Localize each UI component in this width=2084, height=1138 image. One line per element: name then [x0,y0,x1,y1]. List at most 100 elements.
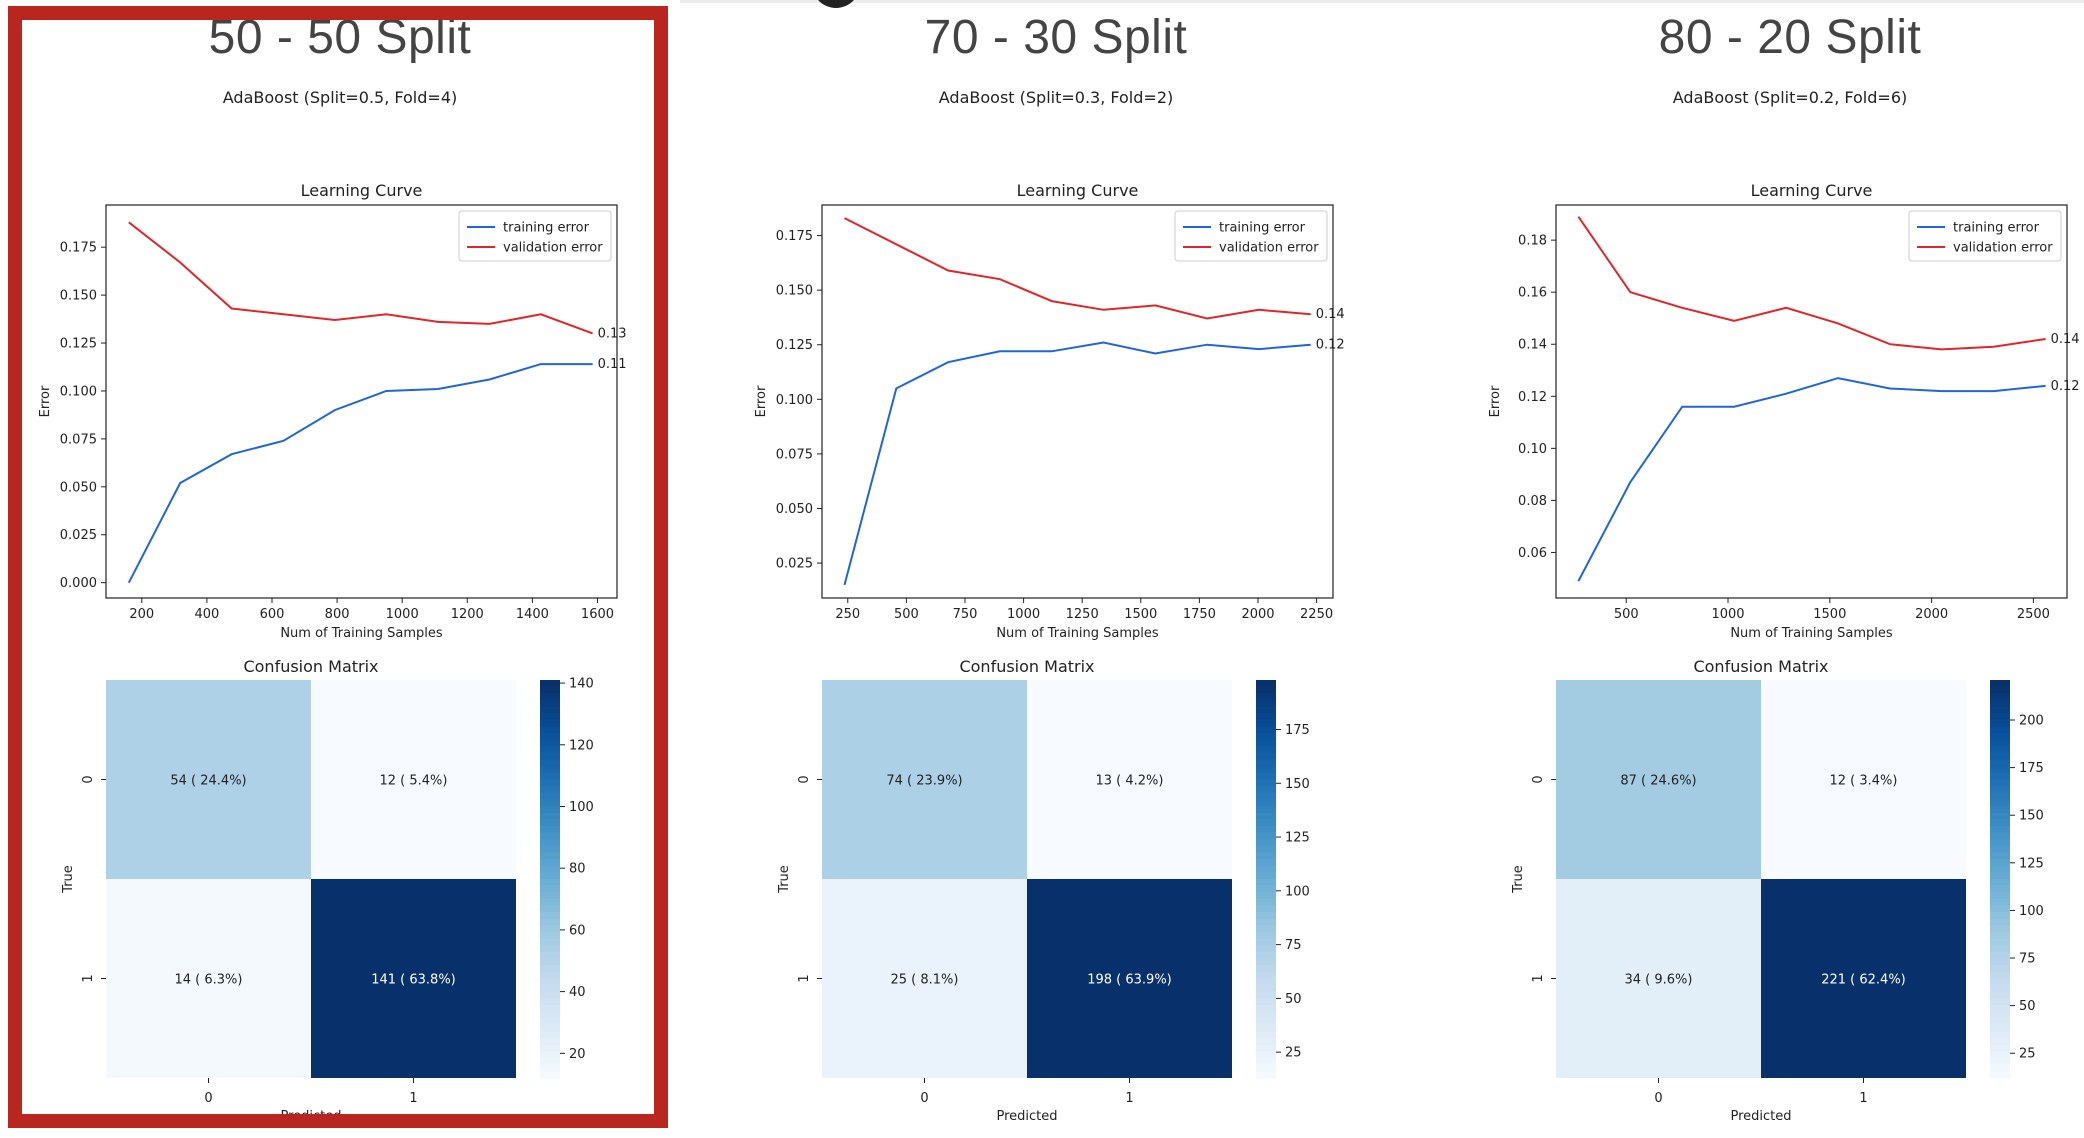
colorbar-segment [1256,985,1276,993]
colorbar-segment [1990,918,2010,927]
y-tick-label: 0.16 [1518,286,1547,301]
colorbar: 25 50 75 100 125 150 175 200 [1990,680,2044,1079]
colorbar-segment [1256,845,1276,854]
colorbar-segment [1256,1071,1276,1079]
end-value-label: 0.14 [1316,307,1345,322]
y-tick-label: 0.075 [776,447,813,462]
colorbar-segment [540,832,560,840]
colorbar-segment [540,806,560,814]
colorbar-segment [1256,938,1276,946]
cell-value-label: 74 ( 23.9%) [886,774,962,789]
colorbar-segment [1990,792,2010,800]
colorbar-segment [540,859,560,867]
x-tick-label: 1600 [581,607,614,622]
colorbar-segment [540,746,560,754]
legend: training error validation error [458,210,612,262]
colorbar-segment [1256,759,1276,767]
colorbar-segment [1256,819,1276,827]
colorbar-segment [1990,845,2010,854]
legend-box [1908,210,2062,262]
x-tick-label: 1500 [1124,607,1157,622]
split-panel-50-50: 50 - 50 Split AdaBoost (Split=0.5, Fold=… [0,0,680,1138]
colorbar-segment [540,680,560,688]
colorbar-segment [1990,912,2010,920]
colorbar-segment [1256,925,1276,933]
split-panel-80-20: 80 - 20 Split AdaBoost (Split=0.2, Fold=… [1450,0,2084,1138]
cell-value-label: 221 ( 62.4%) [1821,973,1906,988]
colorbar-segment [540,905,560,913]
colorbar-segment [1256,879,1276,887]
colorbar-segment [540,739,560,747]
colorbar-segment [1256,1051,1276,1059]
colorbar-segment [1256,739,1276,747]
cm-x-tick-label: 0 [204,1091,212,1106]
colorbar-segment [540,845,560,854]
cm-y-axis-label: True [1511,865,1526,894]
colorbar-segment [1256,1024,1276,1033]
colorbar-segment [540,1005,560,1013]
colorbar-segment [1990,819,2010,827]
cm-y-tick-label: 0 [1531,775,1546,783]
colorbar-tick-label: 75 [1285,938,1302,953]
colorbar-segment [1990,925,2010,933]
colorbar-segment [1990,1071,2010,1079]
colorbar-tick-label: 100 [2019,904,2044,919]
panel-title: 70 - 30 Split [924,11,1188,64]
colorbar-segment [540,998,560,1006]
colorbar-segment [1990,852,2010,860]
heatmap-cell [311,879,516,1078]
heatmap-cell [311,680,516,879]
x-tick-label: 200 [129,607,154,622]
x-tick-label: 1200 [451,607,484,622]
colorbar-segment [1990,686,2010,694]
colorbar-segment [540,719,560,728]
heatmap-cell [106,879,311,1078]
colorbar-segment [1990,1005,2010,1013]
colorbar-segment [540,752,560,761]
colorbar-tick-label: 100 [1285,884,1310,899]
colorbar-segment [540,872,560,880]
heatmap-cell [1556,879,1761,1078]
colorbar-tick-label: 75 [2019,952,2036,967]
cell-value-label: 12 ( 3.4%) [1830,774,1898,789]
legend-entry: training error [1219,221,1306,236]
colorbar-segment [1256,892,1276,900]
colorbar-tick-label: 100 [569,800,594,815]
colorbar-segment [1990,1044,2010,1053]
colorbar-segment [1256,945,1276,953]
heatmap-cell [822,680,1027,879]
colorbar-segment [1990,879,2010,887]
cm-y-axis-label: True [61,865,76,894]
colorbar-tick-label: 25 [2019,1047,2036,1062]
colorbar-segment [1256,825,1276,834]
colorbar-segment [540,938,560,946]
colorbar-segment [1990,932,2010,940]
colorbar-segment [1256,859,1276,867]
cell-value-label: 25 ( 8.1%) [891,973,959,988]
colorbar-segment [540,958,560,966]
series-line-training-error [1577,377,2046,582]
cm-x-tick-label: 1 [409,1091,417,1106]
series-line-validation-error [1577,216,2046,351]
colorbar-segment [1256,752,1276,761]
y-tick-label: 0.12 [1518,390,1547,405]
colorbar-segment [540,912,560,920]
colorbar-segment [540,1031,560,1039]
colorbar-tick-label: 120 [569,738,594,753]
colorbar: 20 40 60 80 100 120 140 [540,677,594,1079]
colorbar-segment [1990,938,2010,946]
colorbar-segment [540,1071,560,1079]
colorbar-tick-label: 40 [569,985,586,1000]
colorbar-segment [1256,733,1276,741]
learning-curve-axes [105,204,618,599]
x-tick-label: 1000 [1007,607,1040,622]
learning-curve-axes [821,204,1334,599]
colorbar-segment [540,951,560,960]
colorbar-segment [1990,739,2010,747]
x-tick-label: 1000 [386,607,419,622]
heatmap-cell [1556,680,1761,879]
y-tick-label: 0.050 [776,502,813,517]
colorbar-segment [1256,832,1276,840]
colorbar-segment [1256,865,1276,873]
colorbar-segment [540,1038,560,1046]
